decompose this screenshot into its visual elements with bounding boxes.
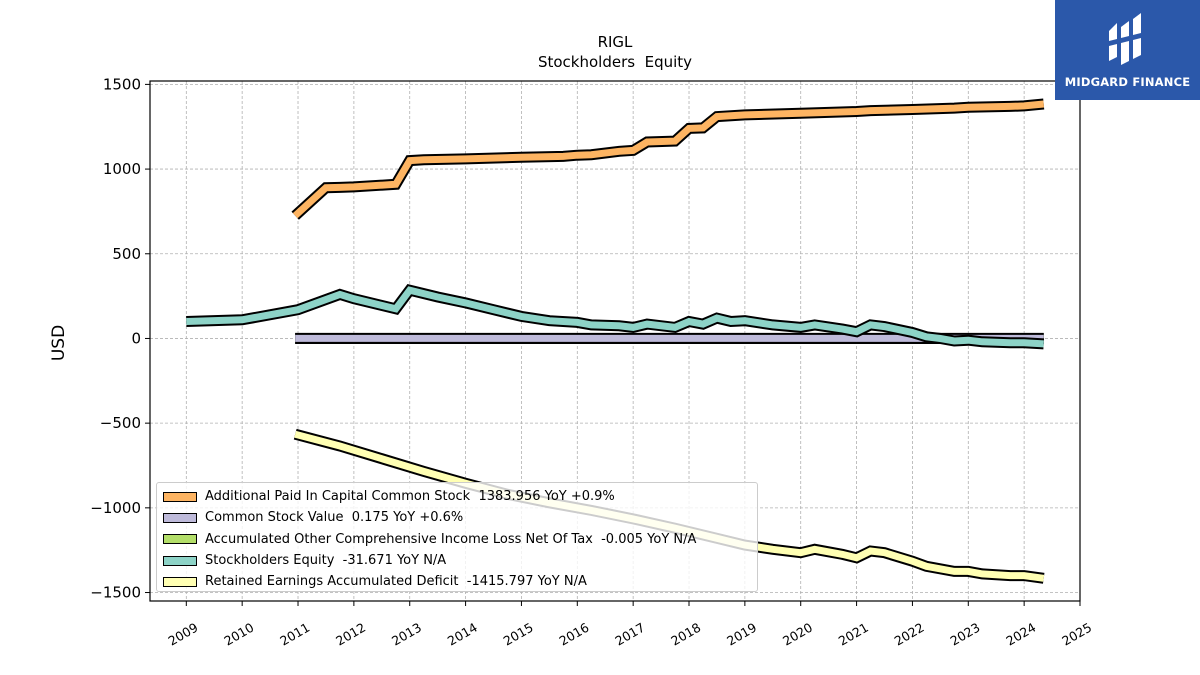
legend-swatch	[163, 491, 197, 502]
x-tick-label: 2021	[836, 620, 871, 649]
legend-label: Stockholders Equity -31.671 YoY N/A	[205, 553, 447, 569]
legend-swatch	[163, 534, 197, 545]
legend-item: Stockholders Equity -31.671 YoY N/A	[163, 550, 757, 571]
legend-label: Common Stock Value 0.175 YoY +0.6%	[205, 510, 464, 526]
midgard-logo-icon	[1108, 13, 1141, 65]
x-tick-label: 2012	[333, 620, 368, 649]
legend-item: Common Stock Value 0.175 YoY +0.6%	[163, 507, 757, 528]
series-0	[291, 98, 1045, 220]
legend-swatch	[163, 512, 197, 523]
midgard-finance-logo: MIDGARD FINANCE	[1055, 0, 1200, 100]
x-tick-label: 2025	[1059, 620, 1094, 649]
x-tick-label: 2020	[780, 620, 815, 649]
x-tick-label: 2024	[1003, 620, 1038, 649]
legend-item: Accumulated Other Comprehensive Income L…	[163, 529, 757, 550]
series-line	[186, 286, 1044, 348]
legend-item: Retained Earnings Accumulated Deficit -1…	[163, 571, 757, 592]
y-tick-label: 1500	[103, 75, 141, 93]
chart-subtitle: Stockholders Equity	[538, 53, 692, 71]
chart-title: RIGL	[598, 33, 633, 51]
y-axis-label: USD	[49, 325, 69, 361]
x-tick-label: 2014	[445, 620, 480, 649]
x-tick-label: 2022	[892, 620, 927, 649]
x-tick-label: 2011	[277, 620, 312, 649]
logo-text: MIDGARD FINANCE	[1064, 75, 1191, 89]
x-tick-label: 2023	[948, 620, 983, 649]
y-tick-label: −500	[100, 414, 141, 432]
x-tick-label: 2018	[668, 620, 703, 649]
x-tick-label: 2009	[166, 620, 201, 649]
legend-swatch	[163, 576, 197, 587]
chart-legend: Additional Paid In Capital Common Stock …	[156, 482, 758, 592]
legend-label: Retained Earnings Accumulated Deficit -1…	[205, 574, 587, 590]
x-tick-label: 2019	[724, 620, 759, 649]
x-tick-label: 2013	[389, 620, 424, 649]
y-tick-label: −1000	[90, 499, 141, 517]
x-tick-label: 2017	[612, 620, 647, 649]
legend-item: Additional Paid In Capital Common Stock …	[163, 486, 757, 507]
series-line	[292, 100, 1045, 219]
legend-label: Accumulated Other Comprehensive Income L…	[205, 531, 697, 547]
y-tick-label: 500	[112, 245, 141, 263]
legend-label: Additional Paid In Capital Common Stock …	[205, 489, 615, 505]
legend-swatch	[163, 555, 197, 566]
x-tick-label: 2010	[221, 620, 256, 649]
plot-frame	[149, 80, 1081, 602]
x-tick-label: 2016	[557, 620, 592, 649]
x-tick-label: 2015	[501, 620, 536, 649]
y-tick-label: −1500	[90, 584, 141, 602]
y-tick-label: 0	[131, 329, 141, 347]
y-tick-label: 1000	[103, 160, 141, 178]
series-3	[186, 283, 1045, 350]
